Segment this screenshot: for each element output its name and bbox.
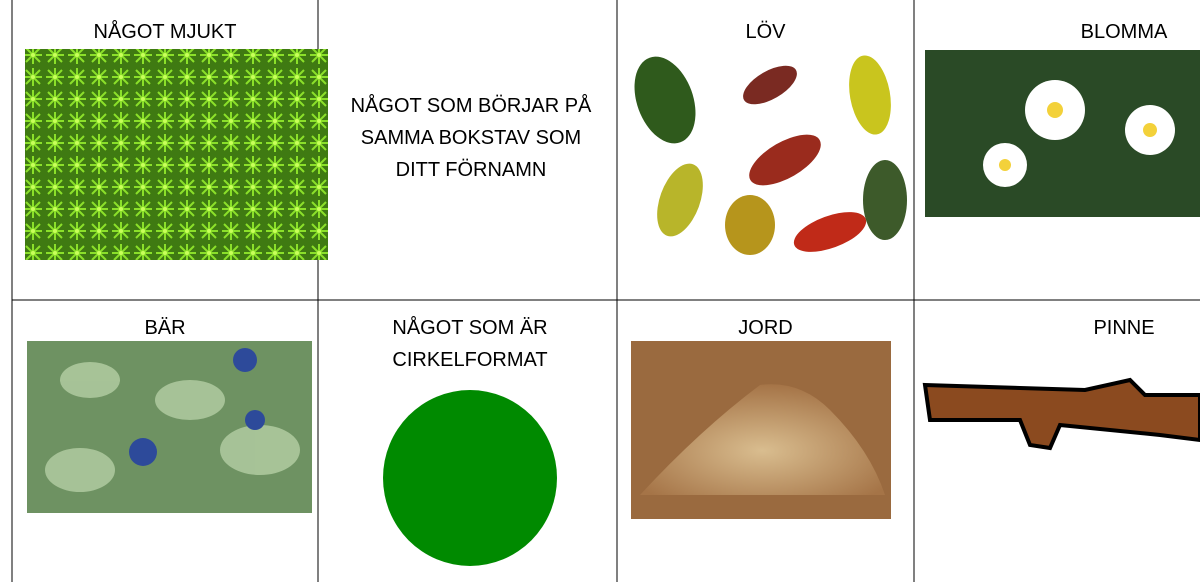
cell-label: BLOMMA xyxy=(1080,21,1168,43)
cell-label: NÅGOT SOM ÄR CIRKELFORMAT xyxy=(392,317,548,371)
stick-image xyxy=(922,377,1200,451)
cell-label: NÅGOT SOM BÖRJAR PÅ SAMMA BOKSTAV SOM DI… xyxy=(350,95,592,181)
leaves-image xyxy=(634,55,907,255)
cell-label: JORD xyxy=(738,317,793,339)
green-circle xyxy=(383,390,557,566)
cell-label: PINNE xyxy=(1093,317,1155,339)
cell-label: BÄR xyxy=(144,317,186,339)
soil-image xyxy=(631,341,891,519)
berries-image xyxy=(27,341,312,513)
cell-label: LÖV xyxy=(745,21,786,43)
flower-image xyxy=(925,50,1200,217)
cell-label: NÅGOT MJUKT xyxy=(93,21,237,43)
moss-image xyxy=(25,49,328,260)
